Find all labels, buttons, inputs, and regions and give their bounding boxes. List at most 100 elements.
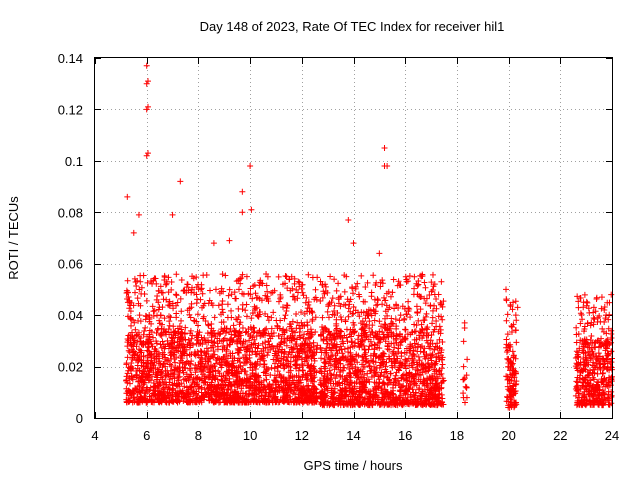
data-point <box>409 364 416 371</box>
data-point <box>235 286 242 293</box>
data-point <box>174 399 181 406</box>
data-point <box>231 381 238 388</box>
data-point <box>196 376 203 383</box>
data-point <box>373 279 380 286</box>
data-point <box>171 339 178 346</box>
data-point <box>504 311 511 318</box>
data-point <box>168 279 175 286</box>
x-tick-label: 8 <box>195 428 202 443</box>
data-point <box>603 337 610 344</box>
data-point <box>289 332 296 339</box>
data-point <box>262 332 269 339</box>
data-point <box>188 335 195 342</box>
data-point <box>608 377 615 384</box>
data-point <box>348 401 355 408</box>
data-point <box>382 369 389 376</box>
data-point <box>594 370 601 377</box>
data-point <box>159 304 166 311</box>
data-point <box>293 286 300 293</box>
data-point <box>419 388 426 395</box>
data-point <box>295 348 302 355</box>
data-point <box>331 276 338 283</box>
data-point <box>391 375 398 382</box>
data-point <box>286 276 293 283</box>
data-point <box>177 354 184 361</box>
data-point <box>317 298 324 305</box>
data-point <box>196 366 203 373</box>
data-point <box>429 314 436 321</box>
data-point <box>331 308 338 315</box>
data-point <box>387 320 394 327</box>
data-point <box>185 377 192 384</box>
data-point <box>160 392 167 399</box>
data-point <box>413 401 420 408</box>
data-point <box>296 334 303 341</box>
data-point <box>267 346 274 353</box>
data-point <box>229 367 236 374</box>
data-point <box>346 365 353 372</box>
data-point <box>381 294 388 301</box>
data-point <box>221 376 228 383</box>
data-point <box>428 400 435 407</box>
data-point <box>387 293 394 300</box>
data-point <box>133 367 140 374</box>
data-point <box>280 304 287 311</box>
data-point <box>126 305 133 312</box>
data-point <box>600 370 607 377</box>
data-point <box>177 178 184 185</box>
data-point <box>319 314 326 321</box>
data-point <box>513 401 520 408</box>
data-point <box>350 240 357 247</box>
data-point <box>182 336 189 343</box>
data-point <box>422 300 429 307</box>
data-point <box>585 388 592 395</box>
data-point <box>308 362 315 369</box>
data-point <box>366 318 373 325</box>
data-point <box>184 358 191 365</box>
data-point <box>383 359 390 366</box>
data-point <box>401 349 408 356</box>
data-point <box>579 375 586 382</box>
data-point <box>194 337 201 344</box>
data-point <box>189 273 196 280</box>
data-point <box>296 364 303 371</box>
data-point <box>435 391 442 398</box>
data-point <box>335 364 342 371</box>
data-point <box>252 290 259 297</box>
data-point <box>317 278 324 285</box>
data-point <box>325 301 332 308</box>
data-point <box>431 302 438 309</box>
data-point <box>195 385 202 392</box>
data-point <box>220 372 227 379</box>
data-point <box>212 286 219 293</box>
data-point <box>291 398 298 405</box>
data-point <box>143 359 150 366</box>
data-point <box>373 302 380 309</box>
data-point <box>170 371 177 378</box>
data-point <box>280 398 287 405</box>
data-point <box>247 285 254 292</box>
data-point <box>347 308 354 315</box>
data-point <box>306 332 313 339</box>
data-point <box>335 398 342 405</box>
data-point <box>144 374 151 381</box>
data-point <box>238 378 245 385</box>
data-point <box>179 351 186 358</box>
data-point <box>224 355 231 362</box>
data-point <box>360 398 367 405</box>
data-point <box>178 326 185 333</box>
data-point <box>275 298 282 305</box>
data-point <box>507 301 514 308</box>
data-point <box>362 388 369 395</box>
data-point <box>431 291 438 298</box>
data-point <box>268 325 275 332</box>
data-point <box>196 329 203 336</box>
y-tick-label: 0 <box>76 411 83 426</box>
data-point <box>179 359 186 366</box>
data-point <box>143 106 150 113</box>
data-point <box>337 313 344 320</box>
data-point <box>175 377 182 384</box>
data-point <box>136 312 143 319</box>
data-point <box>359 368 366 375</box>
data-point <box>324 385 331 392</box>
